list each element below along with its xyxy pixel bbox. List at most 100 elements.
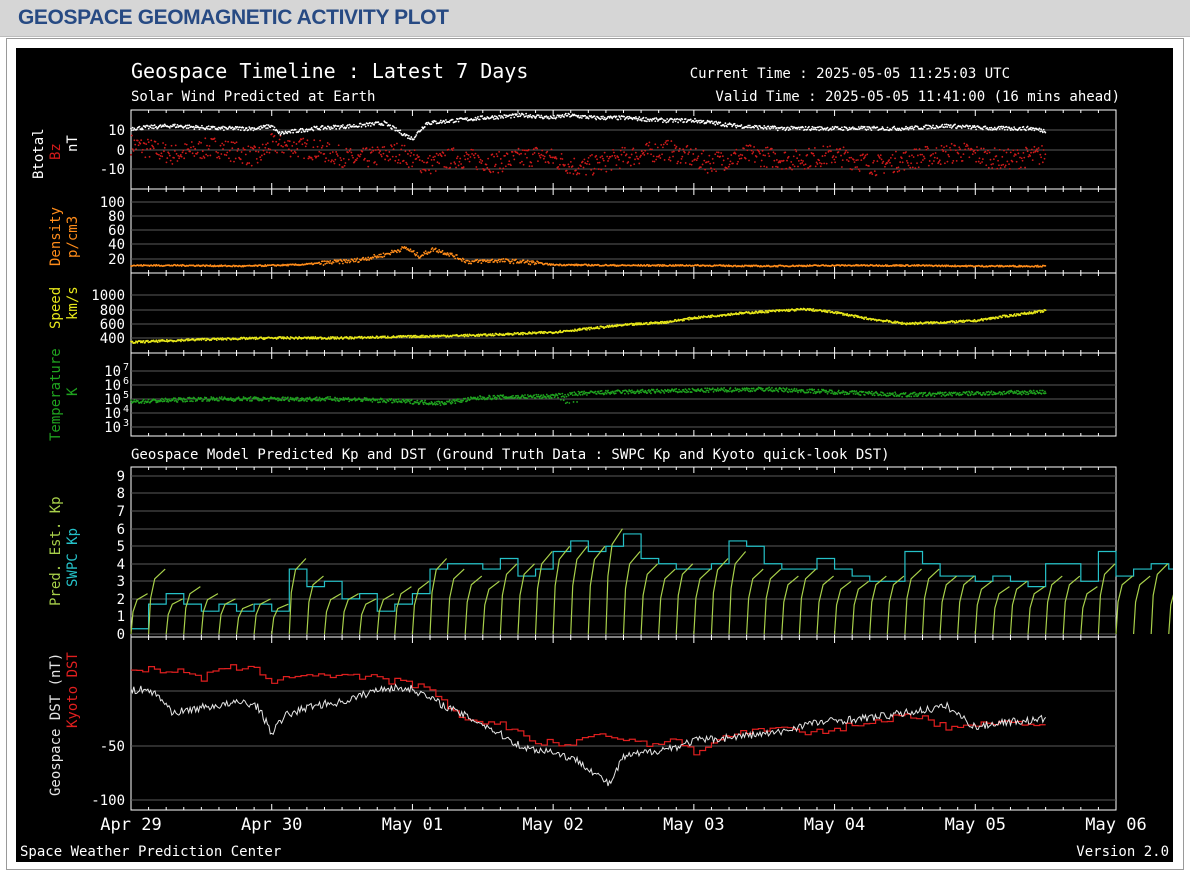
y-tick-label-2: 60 bbox=[108, 223, 125, 239]
bz-point bbox=[873, 159, 875, 162]
bz-point bbox=[148, 155, 151, 158]
bz-point bbox=[483, 169, 486, 171]
bz-point bbox=[958, 146, 961, 149]
bz-point bbox=[342, 166, 344, 169]
btotal-point bbox=[1042, 128, 1045, 131]
btotal-point bbox=[519, 115, 522, 118]
bz-axis-label: Bz bbox=[48, 143, 64, 160]
btotal-point bbox=[867, 128, 869, 131]
speed-point bbox=[631, 324, 634, 327]
speed-point bbox=[253, 336, 256, 339]
bz-point bbox=[782, 159, 785, 162]
btotal-point bbox=[713, 121, 716, 123]
bz-point bbox=[694, 147, 697, 150]
speed-point bbox=[596, 325, 599, 328]
bz-point bbox=[632, 147, 635, 150]
btotal-point bbox=[369, 121, 371, 124]
density-point bbox=[532, 261, 535, 263]
bz-point bbox=[977, 160, 980, 163]
btotal-point bbox=[192, 125, 195, 128]
density-point bbox=[381, 256, 384, 259]
speed-point bbox=[239, 338, 241, 341]
btotal-point bbox=[1012, 129, 1015, 131]
btotal-point bbox=[566, 114, 569, 117]
bz-point bbox=[1005, 151, 1008, 154]
btotal-point bbox=[964, 125, 967, 128]
bz-point bbox=[184, 143, 186, 145]
speed-point bbox=[165, 338, 168, 341]
bz-point bbox=[633, 163, 636, 166]
btotal-point bbox=[558, 115, 560, 118]
btotal-point bbox=[781, 126, 783, 129]
density-point bbox=[535, 262, 538, 265]
bz-point bbox=[708, 154, 711, 157]
density-point bbox=[486, 259, 489, 262]
bz-point bbox=[228, 157, 230, 160]
bz-point bbox=[207, 148, 210, 150]
bz-point bbox=[179, 154, 182, 156]
bz-point bbox=[466, 153, 468, 156]
btotal-point bbox=[292, 131, 295, 134]
bz-point bbox=[170, 144, 173, 147]
bz-point bbox=[938, 160, 940, 163]
bz-point bbox=[681, 155, 684, 158]
bz-point bbox=[571, 165, 574, 168]
btotal-point bbox=[802, 126, 804, 129]
bz-point bbox=[411, 165, 414, 168]
bz-point bbox=[835, 156, 837, 159]
btotal-point bbox=[464, 117, 467, 120]
bz-point bbox=[488, 168, 490, 171]
bz-point bbox=[638, 162, 641, 165]
bz-point bbox=[662, 146, 664, 149]
y-tick-label-0: 100 bbox=[100, 195, 125, 211]
speed-point bbox=[348, 337, 351, 340]
bz-point bbox=[960, 156, 962, 159]
bz-point bbox=[244, 153, 247, 156]
btotal-point bbox=[529, 114, 532, 116]
speed-point bbox=[588, 328, 591, 331]
btotal-point bbox=[906, 126, 909, 129]
btotal-point bbox=[786, 126, 789, 129]
bz-point bbox=[687, 153, 690, 155]
speed-point bbox=[823, 309, 825, 312]
btotal-point bbox=[932, 124, 934, 127]
bz-point bbox=[336, 153, 338, 155]
speed-point bbox=[774, 310, 777, 313]
density-point bbox=[343, 259, 346, 262]
bz-point bbox=[823, 162, 826, 165]
bz-point bbox=[344, 162, 347, 164]
btotal-point bbox=[206, 127, 209, 130]
btotal-point bbox=[173, 124, 175, 127]
bz-point bbox=[312, 146, 315, 149]
bz-point bbox=[755, 155, 758, 158]
bz-point bbox=[275, 140, 278, 143]
btotal-point bbox=[539, 116, 542, 119]
btotal-point bbox=[547, 116, 549, 118]
bz-point bbox=[557, 165, 560, 168]
btotal-point bbox=[315, 125, 318, 128]
btotal-point bbox=[291, 128, 294, 131]
speed-point bbox=[656, 321, 659, 324]
y-tick-label-1: 800 bbox=[100, 303, 125, 319]
bz-point bbox=[998, 164, 1000, 167]
density-point bbox=[944, 265, 947, 268]
bz-point bbox=[252, 147, 255, 150]
bz-point bbox=[784, 151, 787, 154]
bz-point bbox=[149, 147, 152, 150]
btotal-point bbox=[678, 118, 681, 121]
bz-point bbox=[878, 155, 880, 158]
btotal-point bbox=[1030, 126, 1032, 129]
bz-point bbox=[241, 162, 244, 164]
btotal-point bbox=[611, 117, 614, 120]
bz-point bbox=[423, 161, 425, 164]
btotal-point bbox=[619, 118, 622, 120]
bz-point bbox=[862, 157, 865, 160]
bz-point bbox=[400, 148, 403, 151]
bz-point bbox=[199, 157, 202, 159]
bz-point bbox=[654, 143, 657, 146]
btotal-point bbox=[393, 126, 396, 129]
btotal-point bbox=[913, 126, 916, 129]
bz-point bbox=[738, 157, 741, 160]
bz-point bbox=[548, 154, 551, 157]
bz-point bbox=[303, 157, 305, 160]
